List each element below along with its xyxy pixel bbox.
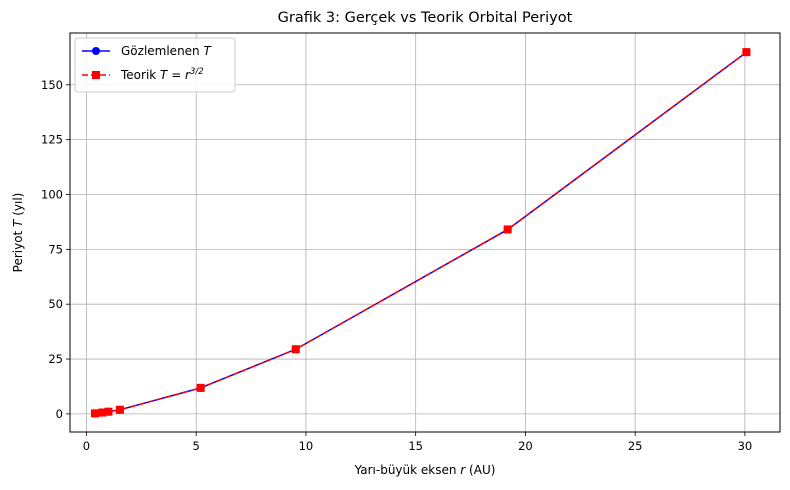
x-tick-label: 20 (518, 439, 533, 453)
legend-marker-theoretical (92, 71, 100, 79)
series-1-point (104, 407, 113, 416)
plot-series (90, 48, 751, 418)
series-1-point (98, 408, 107, 417)
y-axis-label: Periyot T (yıl) (11, 193, 25, 273)
x-tick-label: 15 (408, 439, 423, 453)
x-tick-label: 5 (193, 439, 200, 453)
y-tick-label: 100 (41, 187, 63, 201)
y-axis-label-unit: (yıl) (11, 193, 25, 220)
legend-label-observed-text: Gözlemlenen (121, 44, 203, 58)
y-tick-label: 25 (48, 352, 63, 366)
y-axis-label-text: Periyot (11, 227, 25, 272)
legend: Gözlemlenen T Teorik T = r3/2 (74, 37, 236, 93)
x-axis-label-text: Yarı-büyük eksen (354, 463, 461, 477)
series-1-point (196, 383, 205, 392)
y-tick-label: 150 (41, 78, 63, 92)
x-axis-label-var: r (460, 463, 466, 477)
legend-label-observed: Gözlemlenen T (121, 44, 212, 58)
grid (70, 33, 780, 432)
x-tick-label: 30 (738, 439, 753, 453)
series-line-1 (94, 51, 747, 415)
legend-label-theoretical-sup: 3/2 (190, 67, 204, 77)
chart-title: Grafik 3: Gerçek vs Teorik Orbital Periy… (278, 10, 573, 26)
y-tick-label: 50 (48, 297, 63, 311)
legend-label-theoretical-text: Teorik (120, 68, 160, 82)
series-1-point (291, 345, 300, 354)
legend-box (74, 37, 236, 93)
y-axis-label-var: T (11, 218, 25, 227)
series-1-point (115, 405, 124, 414)
y-tick-label: 125 (41, 133, 63, 147)
legend-label-theoretical: Teorik T = r3/2 (120, 67, 204, 82)
legend-marker-observed (92, 47, 100, 55)
x-tick-label: 10 (299, 439, 314, 453)
x-axis-label: Yarı-büyük eksen r (AU) (354, 463, 496, 477)
x-tick-label: 25 (628, 439, 643, 453)
legend-label-observed-var: T (203, 44, 212, 58)
series-1-point (503, 225, 512, 234)
y-tick-label: 0 (56, 407, 63, 421)
plot-frame (69, 32, 781, 433)
axis-ticks: 0 5 10 15 20 25 30 0 25 50 75 100 125 150 (41, 78, 752, 453)
legend-label-theoretical-var: T = r (160, 68, 191, 82)
x-tick-label: 0 (83, 439, 90, 453)
x-axis-label-unit: (AU) (465, 463, 495, 477)
y-tick-label: 75 (48, 242, 63, 256)
series-1-point (90, 409, 99, 418)
series-1-point (742, 48, 751, 57)
